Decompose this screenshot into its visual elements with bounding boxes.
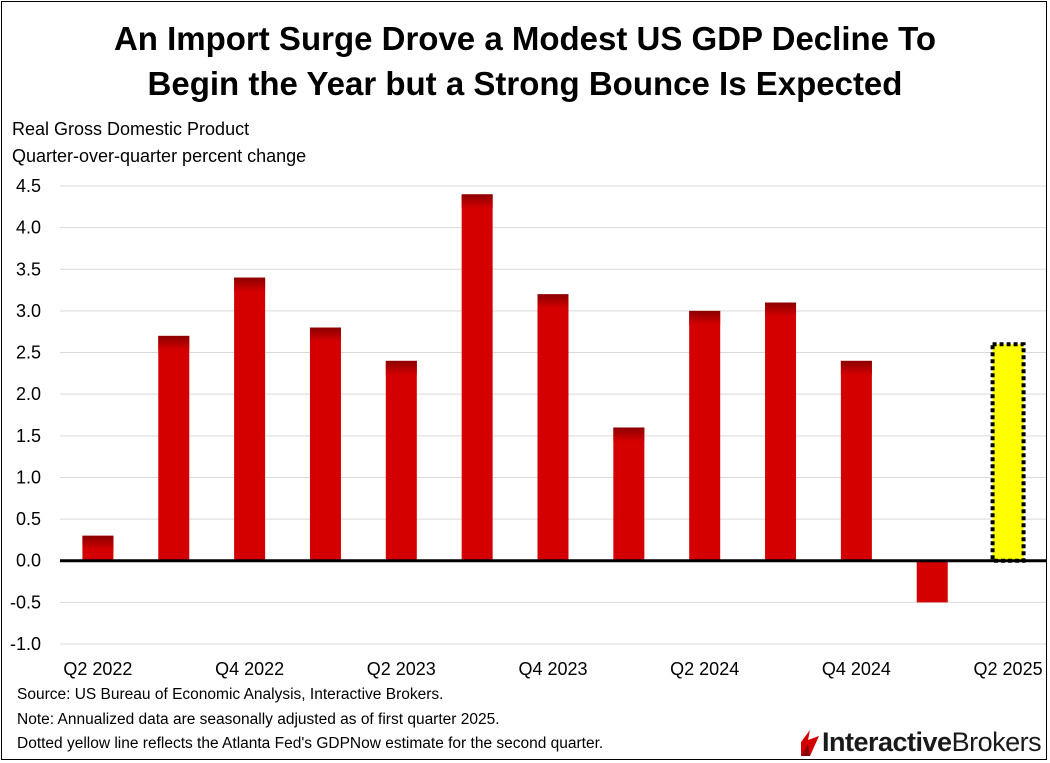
- bar: [385, 360, 417, 561]
- y-tick-label: 3.0: [16, 301, 41, 321]
- subtitle-line-1: Real Gross Domestic Product: [12, 119, 250, 139]
- bar: [689, 310, 721, 561]
- bar-top-shade: [461, 194, 493, 209]
- y-tick-label: 0.5: [16, 509, 41, 529]
- x-tick-label: Q2 2024: [670, 659, 739, 679]
- bar: [461, 194, 493, 561]
- bar-top-shade: [234, 277, 266, 292]
- y-tick-label: 1.0: [16, 467, 41, 487]
- bar-estimate-q2-2025: [990, 342, 1026, 563]
- x-tick-label: Q4 2024: [822, 659, 891, 679]
- y-tick-label: 4.0: [16, 218, 41, 238]
- bar: [537, 294, 569, 561]
- y-tick-label: 4.5: [16, 176, 41, 196]
- x-tick-label: Q4 2022: [215, 659, 284, 679]
- y-tick-label: 0.0: [16, 551, 41, 571]
- bar-top-shade: [537, 294, 569, 309]
- interactive-brokers-logo: InteractiveBrokers: [798, 722, 1042, 762]
- bar-top-shade: [689, 310, 721, 325]
- bar-top-shade: [385, 360, 417, 375]
- y-tick-label: -1.0: [10, 634, 41, 654]
- y-tick-label: 1.5: [16, 426, 41, 446]
- ib-flame-icon: [801, 730, 819, 756]
- y-tick-label: 2.5: [16, 343, 41, 363]
- y-tick-label: -0.5: [10, 592, 41, 612]
- title-line-1: An Import Surge Drove a Modest US GDP De…: [113, 20, 937, 57]
- bar-top-shade: [309, 327, 341, 342]
- bar-top-shade: [158, 335, 190, 350]
- title-line-2: Begin the Year but a Strong Bounce Is Ex…: [147, 65, 903, 102]
- bar-top-shade: [840, 360, 872, 375]
- gdpnow-note: Dotted yellow line reflects the Atlanta …: [17, 735, 604, 752]
- bar-top-shade: [613, 427, 645, 442]
- bar: [309, 327, 341, 561]
- bar: [840, 360, 872, 561]
- annualized-note: Note: Annualized data are seasonally adj…: [17, 711, 500, 728]
- x-tick-label: Q2 2023: [367, 659, 436, 679]
- bar: [916, 560, 948, 603]
- y-tick-label: 2.0: [16, 384, 41, 404]
- y-tick-label: 3.5: [16, 259, 41, 279]
- x-tick-label: Q2 2025: [974, 659, 1043, 679]
- logo-part-1: Interactive: [822, 726, 952, 757]
- bar: [234, 277, 266, 561]
- subtitle-line-2: Quarter-over-quarter percent change: [12, 146, 307, 166]
- bar: [158, 335, 190, 561]
- bar-top-shade: [765, 302, 797, 317]
- source-note: Source: US Bureau of Economic Analysis, …: [17, 686, 444, 703]
- bar-top-shade: [82, 535, 114, 550]
- logo-part-2: Brokers: [951, 726, 1042, 757]
- x-tick-label: Q2 2022: [63, 659, 132, 679]
- chart-title: An Import Surge Drove a Modest US GDP De…: [2, 16, 1048, 106]
- x-tick-label: Q4 2023: [518, 659, 587, 679]
- bar: [613, 427, 645, 561]
- logo-wordmark: InteractiveBrokers: [822, 726, 1042, 758]
- bar: [765, 302, 797, 561]
